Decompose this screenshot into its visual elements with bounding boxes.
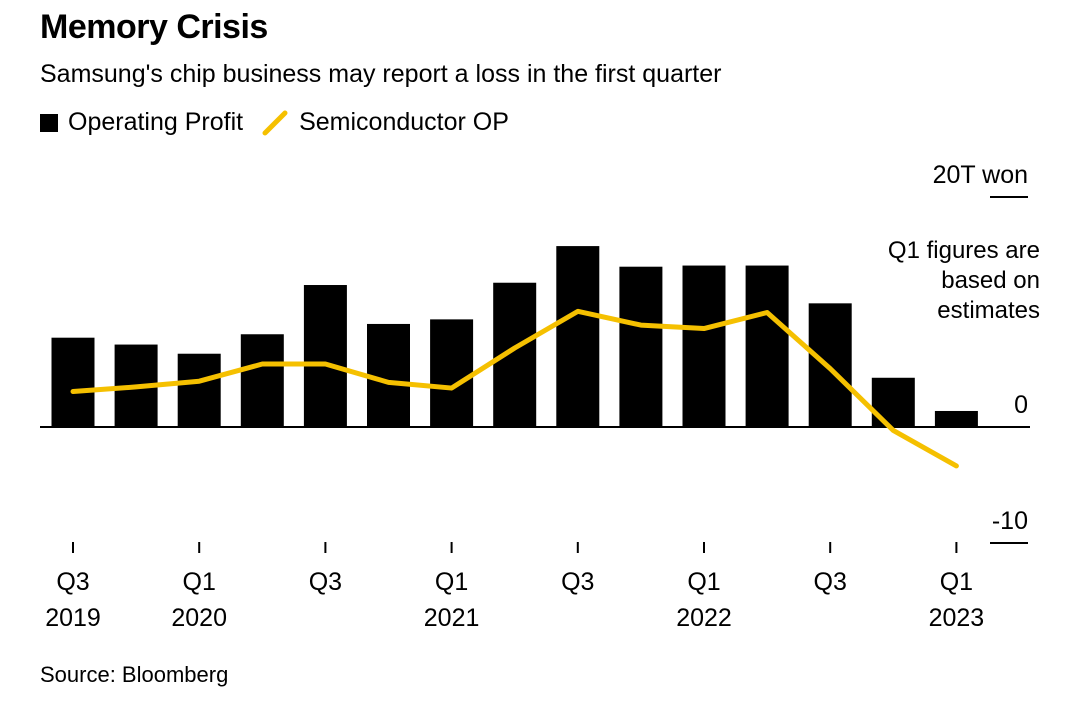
- annotation-line-1: based on: [941, 267, 1040, 294]
- y-tick-label-2: -10: [992, 507, 1028, 535]
- x-tick-label-bottom-5: 2022: [676, 604, 732, 632]
- y-tick-label-0: 20T won: [933, 161, 1028, 189]
- bar-4: [303, 285, 347, 427]
- bar-6: [430, 319, 474, 427]
- bar-3: [240, 334, 284, 427]
- x-tick-label-top-4: Q3: [561, 568, 594, 596]
- x-tick-label-top-0: Q3: [56, 568, 89, 596]
- legend-line-label: Semiconductor OP: [299, 108, 509, 136]
- y-tick-label-1: 0: [1014, 391, 1028, 419]
- x-tick-label-bottom-0: 2019: [45, 604, 101, 632]
- x-tick-label-top-1: Q1: [183, 568, 216, 596]
- x-tick-label-bottom-1: 2020: [171, 604, 227, 632]
- source-note: Source: Bloomberg: [40, 662, 229, 687]
- x-tick-label-top-7: Q1: [940, 568, 973, 596]
- x-tick-label-top-2: Q3: [309, 568, 342, 596]
- x-tick-label-top-6: Q3: [814, 568, 847, 596]
- x-tick-label-bottom-3: 2021: [424, 604, 480, 632]
- x-tick-label-top-5: Q1: [687, 568, 720, 596]
- bar-12: [808, 303, 852, 427]
- legend-bar-label: Operating Profit: [68, 108, 244, 136]
- bar-5: [367, 323, 410, 427]
- bar-13: [871, 377, 915, 427]
- bar-11: [745, 265, 789, 427]
- bar-10: [682, 265, 726, 427]
- chart-subtitle: Samsung's chip business may report a los…: [40, 60, 722, 88]
- annotation-line-2: estimates: [937, 297, 1040, 324]
- chart-title: Memory Crisis: [40, 8, 268, 46]
- bar-14: [934, 410, 978, 427]
- x-tick-label-top-3: Q1: [435, 568, 468, 596]
- bar-8: [556, 246, 600, 427]
- x-tick-label-bottom-7: 2023: [929, 604, 985, 632]
- bar-0: [51, 337, 95, 427]
- bar-2: [177, 353, 221, 427]
- bar-9: [619, 266, 663, 427]
- legend-line-swatch: [262, 110, 288, 135]
- legend: Operating Profit Semiconductor OP: [40, 108, 509, 137]
- legend-bar-swatch: [40, 113, 58, 132]
- annotation-line-0: Q1 figures are: [888, 237, 1040, 264]
